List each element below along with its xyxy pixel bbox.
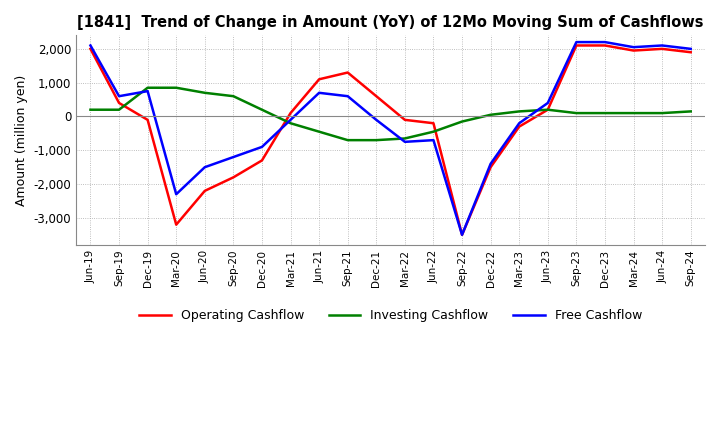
- Free Cashflow: [114, 94, 123, 99]
- Operating Cashflow: [172, 222, 181, 227]
- Operating Cashflow: [229, 175, 238, 180]
- Operating Cashflow: [486, 165, 495, 170]
- Free Cashflow: [343, 94, 352, 99]
- Y-axis label: Amount (million yen): Amount (million yen): [15, 74, 28, 206]
- Free Cashflow: [229, 154, 238, 160]
- Free Cashflow: [172, 191, 181, 197]
- Investing Cashflow: [258, 107, 266, 112]
- Operating Cashflow: [343, 70, 352, 75]
- Free Cashflow: [200, 165, 209, 170]
- Operating Cashflow: [86, 46, 95, 51]
- Operating Cashflow: [287, 110, 295, 116]
- Investing Cashflow: [686, 109, 695, 114]
- Investing Cashflow: [315, 129, 323, 134]
- Investing Cashflow: [400, 136, 409, 141]
- Investing Cashflow: [572, 110, 581, 116]
- Investing Cashflow: [172, 85, 181, 90]
- Investing Cashflow: [629, 110, 638, 116]
- Operating Cashflow: [686, 50, 695, 55]
- Line: Operating Cashflow: Operating Cashflow: [91, 45, 690, 235]
- Investing Cashflow: [486, 112, 495, 117]
- Line: Investing Cashflow: Investing Cashflow: [91, 88, 690, 140]
- Operating Cashflow: [658, 46, 667, 51]
- Operating Cashflow: [315, 77, 323, 82]
- Free Cashflow: [86, 43, 95, 48]
- Investing Cashflow: [600, 110, 609, 116]
- Free Cashflow: [486, 161, 495, 166]
- Operating Cashflow: [515, 124, 523, 129]
- Investing Cashflow: [287, 121, 295, 126]
- Operating Cashflow: [572, 43, 581, 48]
- Free Cashflow: [658, 43, 667, 48]
- Operating Cashflow: [372, 94, 381, 99]
- Legend: Operating Cashflow, Investing Cashflow, Free Cashflow: Operating Cashflow, Investing Cashflow, …: [134, 304, 647, 327]
- Free Cashflow: [629, 44, 638, 50]
- Free Cashflow: [572, 40, 581, 45]
- Operating Cashflow: [458, 232, 467, 238]
- Investing Cashflow: [544, 107, 552, 112]
- Operating Cashflow: [629, 48, 638, 53]
- Investing Cashflow: [86, 107, 95, 112]
- Investing Cashflow: [515, 109, 523, 114]
- Free Cashflow: [686, 46, 695, 51]
- Line: Free Cashflow: Free Cashflow: [91, 42, 690, 235]
- Operating Cashflow: [114, 100, 123, 106]
- Investing Cashflow: [143, 85, 152, 90]
- Operating Cashflow: [258, 158, 266, 163]
- Operating Cashflow: [143, 117, 152, 122]
- Investing Cashflow: [114, 107, 123, 112]
- Investing Cashflow: [658, 110, 667, 116]
- Operating Cashflow: [400, 117, 409, 122]
- Investing Cashflow: [229, 94, 238, 99]
- Investing Cashflow: [200, 90, 209, 95]
- Investing Cashflow: [458, 119, 467, 124]
- Free Cashflow: [258, 144, 266, 150]
- Title: [1841]  Trend of Change in Amount (YoY) of 12Mo Moving Sum of Cashflows: [1841] Trend of Change in Amount (YoY) o…: [77, 15, 704, 30]
- Free Cashflow: [515, 121, 523, 126]
- Free Cashflow: [143, 88, 152, 94]
- Free Cashflow: [400, 139, 409, 144]
- Investing Cashflow: [343, 138, 352, 143]
- Operating Cashflow: [600, 43, 609, 48]
- Free Cashflow: [458, 232, 467, 238]
- Free Cashflow: [544, 100, 552, 106]
- Investing Cashflow: [429, 129, 438, 134]
- Operating Cashflow: [544, 107, 552, 112]
- Free Cashflow: [600, 40, 609, 45]
- Free Cashflow: [372, 117, 381, 122]
- Investing Cashflow: [372, 138, 381, 143]
- Free Cashflow: [429, 138, 438, 143]
- Free Cashflow: [315, 90, 323, 95]
- Free Cashflow: [287, 117, 295, 122]
- Operating Cashflow: [200, 188, 209, 194]
- Operating Cashflow: [429, 121, 438, 126]
